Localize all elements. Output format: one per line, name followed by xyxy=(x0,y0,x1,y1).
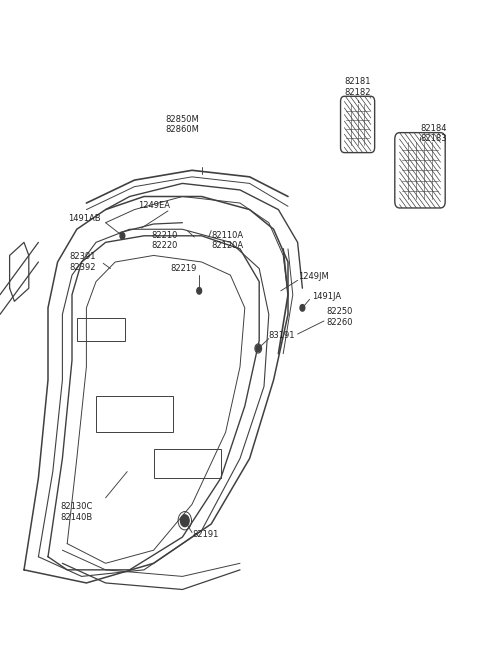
Text: 82110A
82120A: 82110A 82120A xyxy=(211,231,243,250)
Circle shape xyxy=(300,305,305,311)
Circle shape xyxy=(120,233,125,239)
Text: 82391
82392: 82391 82392 xyxy=(70,252,96,272)
Text: 82219: 82219 xyxy=(170,264,197,273)
Text: 82181
82182: 82181 82182 xyxy=(344,77,371,97)
Bar xyxy=(154,449,221,478)
Circle shape xyxy=(197,288,202,294)
Bar xyxy=(77,318,125,341)
Text: 82250
82260: 82250 82260 xyxy=(326,307,353,327)
Text: 1491AB: 1491AB xyxy=(68,214,101,223)
Text: 82850M
82860M: 82850M 82860M xyxy=(166,115,199,134)
Text: 82184
82183: 82184 82183 xyxy=(420,124,446,143)
Text: 83191: 83191 xyxy=(269,331,295,340)
Text: 82191: 82191 xyxy=(192,530,218,539)
Circle shape xyxy=(180,515,189,527)
Text: 1249JM: 1249JM xyxy=(298,272,328,281)
Text: 82130C
82140B: 82130C 82140B xyxy=(60,502,93,522)
Text: 82210
82220: 82210 82220 xyxy=(151,231,178,250)
Bar xyxy=(96,396,173,432)
Text: 1491JA: 1491JA xyxy=(312,291,341,301)
Text: 1249EA: 1249EA xyxy=(138,200,169,210)
Circle shape xyxy=(256,345,261,352)
